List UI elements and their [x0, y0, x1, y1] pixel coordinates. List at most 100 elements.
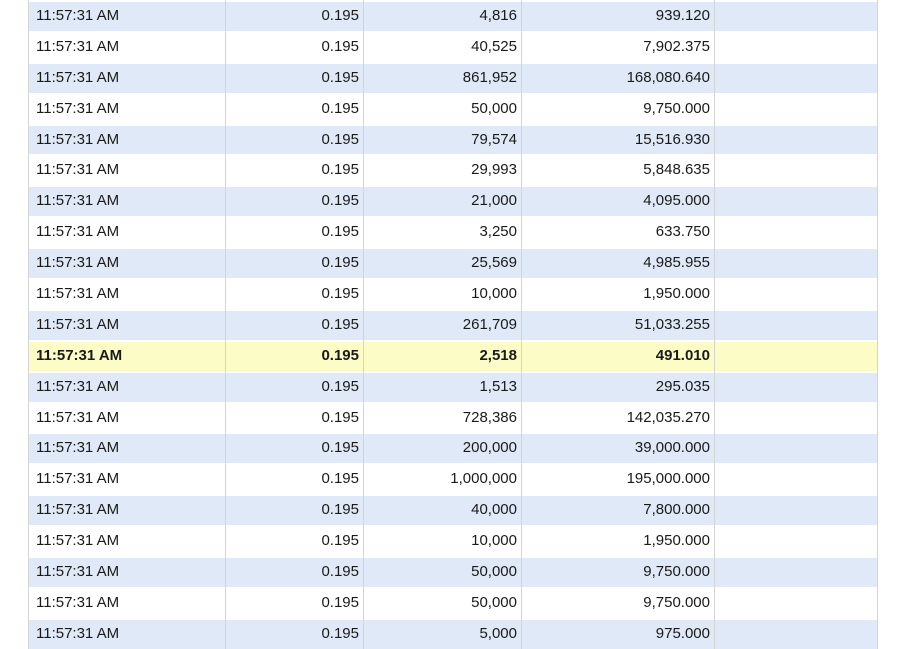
cell-spacer — [715, 93, 877, 124]
cell-time: 11:57:31 AM — [29, 617, 226, 649]
cell-time: 11:57:31 AM — [29, 247, 226, 279]
table-row[interactable]: 11:57:31 AM 0.195 5,000 975.000 — [29, 617, 877, 649]
cell-value: 1,950.000 — [522, 278, 715, 309]
cell-time: 11:57:31 AM — [29, 339, 226, 371]
time-and-sales-table: 11:57:31 AM 0.195 4,816 939.120 11:57:31… — [28, 0, 878, 649]
table-row[interactable]: 11:57:31 AM 0.195 4,816 939.120 — [29, 0, 877, 31]
table-row[interactable]: 11:57:31 AM 0.195 861,952 168,080.640 — [29, 61, 877, 93]
cell-quantity: 3,250 — [364, 216, 522, 248]
cell-quantity: 728,386 — [364, 401, 522, 433]
table-row[interactable]: 11:57:31 AM 0.195 21,000 4,095.000 — [29, 185, 877, 217]
cell-quantity: 861,952 — [364, 61, 522, 93]
cell-spacer — [715, 62, 877, 93]
table-row[interactable]: 11:57:31 AM 0.195 50,000 9,750.000 — [29, 556, 877, 587]
table-row[interactable]: 11:57:31 AM 0.195 3,250 633.750 — [29, 216, 877, 248]
cell-time: 11:57:31 AM — [29, 494, 226, 526]
cell-price: 0.195 — [226, 61, 364, 93]
cell-value: 7,902.375 — [522, 30, 715, 62]
table-row[interactable]: 11:57:31 AM 0.195 40,525 7,902.375 — [29, 30, 877, 62]
cell-quantity: 79,574 — [364, 123, 522, 155]
cell-price: 0.195 — [226, 278, 364, 309]
cell-price: 0.195 — [226, 0, 364, 31]
cell-value: 5,848.635 — [522, 154, 715, 186]
cell-quantity: 1,000,000 — [364, 463, 522, 495]
table-row[interactable]: 11:57:31 AM 0.195 2,518 491.010 — [29, 339, 877, 371]
cell-price: 0.195 — [226, 185, 364, 217]
cell-value: 4,985.955 — [522, 247, 715, 279]
cell-spacer — [715, 216, 877, 247]
cell-quantity: 40,525 — [364, 30, 522, 62]
cell-time: 11:57:31 AM — [29, 154, 226, 186]
cell-price: 0.195 — [226, 308, 364, 340]
cell-quantity: 5,000 — [364, 617, 522, 649]
cell-value: 7,800.000 — [522, 494, 715, 526]
cell-spacer — [715, 463, 877, 494]
cell-value: 168,080.640 — [522, 61, 715, 93]
cell-spacer — [715, 247, 877, 278]
cell-price: 0.195 — [226, 370, 364, 402]
cell-time: 11:57:31 AM — [29, 401, 226, 433]
cell-price: 0.195 — [226, 556, 364, 587]
table-row[interactable]: 11:57:31 AM 0.195 40,000 7,800.000 — [29, 494, 877, 526]
cell-price: 0.195 — [226, 92, 364, 124]
cell-quantity: 200,000 — [364, 432, 522, 464]
cell-value: 15,516.930 — [522, 123, 715, 155]
table-row[interactable]: 11:57:31 AM 0.195 25,569 4,985.955 — [29, 247, 877, 279]
cell-quantity: 4,816 — [364, 0, 522, 31]
cell-spacer — [715, 371, 877, 402]
cell-time: 11:57:31 AM — [29, 92, 226, 124]
cell-price: 0.195 — [226, 247, 364, 279]
table-row[interactable]: 11:57:31 AM 0.195 10,000 1,950.000 — [29, 278, 877, 309]
cell-spacer — [715, 587, 877, 618]
cell-time: 11:57:31 AM — [29, 432, 226, 464]
cell-value: 975.000 — [522, 617, 715, 649]
cell-quantity: 10,000 — [364, 278, 522, 309]
cell-time: 11:57:31 AM — [29, 308, 226, 340]
table-row[interactable]: 11:57:31 AM 0.195 261,709 51,033.255 — [29, 308, 877, 340]
cell-price: 0.195 — [226, 617, 364, 649]
cell-spacer — [715, 525, 877, 556]
cell-value: 195,000.000 — [522, 463, 715, 495]
cell-quantity: 50,000 — [364, 586, 522, 618]
table-row[interactable]: 11:57:31 AM 0.195 200,000 39,000.000 — [29, 432, 877, 464]
cell-price: 0.195 — [226, 30, 364, 62]
table-row[interactable]: 11:57:31 AM 0.195 728,386 142,035.270 — [29, 401, 877, 433]
cell-spacer — [715, 494, 877, 525]
cell-value: 9,750.000 — [522, 92, 715, 124]
table-row[interactable]: 11:57:31 AM 0.195 1,000,000 195,000.000 — [29, 463, 877, 495]
cell-spacer — [715, 618, 877, 649]
cell-quantity: 2,518 — [364, 339, 522, 371]
cell-time: 11:57:31 AM — [29, 0, 226, 31]
table-row[interactable]: 11:57:31 AM 0.195 50,000 9,750.000 — [29, 586, 877, 618]
cell-time: 11:57:31 AM — [29, 216, 226, 248]
cell-price: 0.195 — [226, 463, 364, 495]
table-row[interactable]: 11:57:31 AM 0.195 10,000 1,950.000 — [29, 525, 877, 557]
cell-spacer — [715, 154, 877, 185]
cell-price: 0.195 — [226, 154, 364, 186]
cell-time: 11:57:31 AM — [29, 586, 226, 618]
cell-price: 0.195 — [226, 586, 364, 618]
cell-time: 11:57:31 AM — [29, 61, 226, 93]
cell-quantity: 29,993 — [364, 154, 522, 186]
cell-value: 491.010 — [522, 339, 715, 371]
cell-spacer — [715, 0, 877, 31]
cell-spacer — [715, 432, 877, 463]
cell-price: 0.195 — [226, 339, 364, 371]
table-row[interactable]: 11:57:31 AM 0.195 50,000 9,750.000 — [29, 92, 877, 124]
cell-spacer — [715, 309, 877, 340]
cell-value: 39,000.000 — [522, 432, 715, 464]
cell-value: 9,750.000 — [522, 556, 715, 587]
table-row[interactable]: 11:57:31 AM 0.195 29,993 5,848.635 — [29, 154, 877, 186]
table-row[interactable]: 11:57:31 AM 0.195 1,513 295.035 — [29, 370, 877, 402]
cell-time: 11:57:31 AM — [29, 185, 226, 217]
cell-quantity: 1,513 — [364, 370, 522, 402]
cell-quantity: 25,569 — [364, 247, 522, 279]
cell-spacer — [715, 185, 877, 216]
table-row[interactable]: 11:57:31 AM 0.195 79,574 15,516.930 — [29, 123, 877, 155]
cell-time: 11:57:31 AM — [29, 463, 226, 495]
cell-value: 51,033.255 — [522, 308, 715, 340]
cell-value: 939.120 — [522, 0, 715, 31]
cell-value: 633.750 — [522, 216, 715, 248]
cell-time: 11:57:31 AM — [29, 123, 226, 155]
cell-price: 0.195 — [226, 123, 364, 155]
